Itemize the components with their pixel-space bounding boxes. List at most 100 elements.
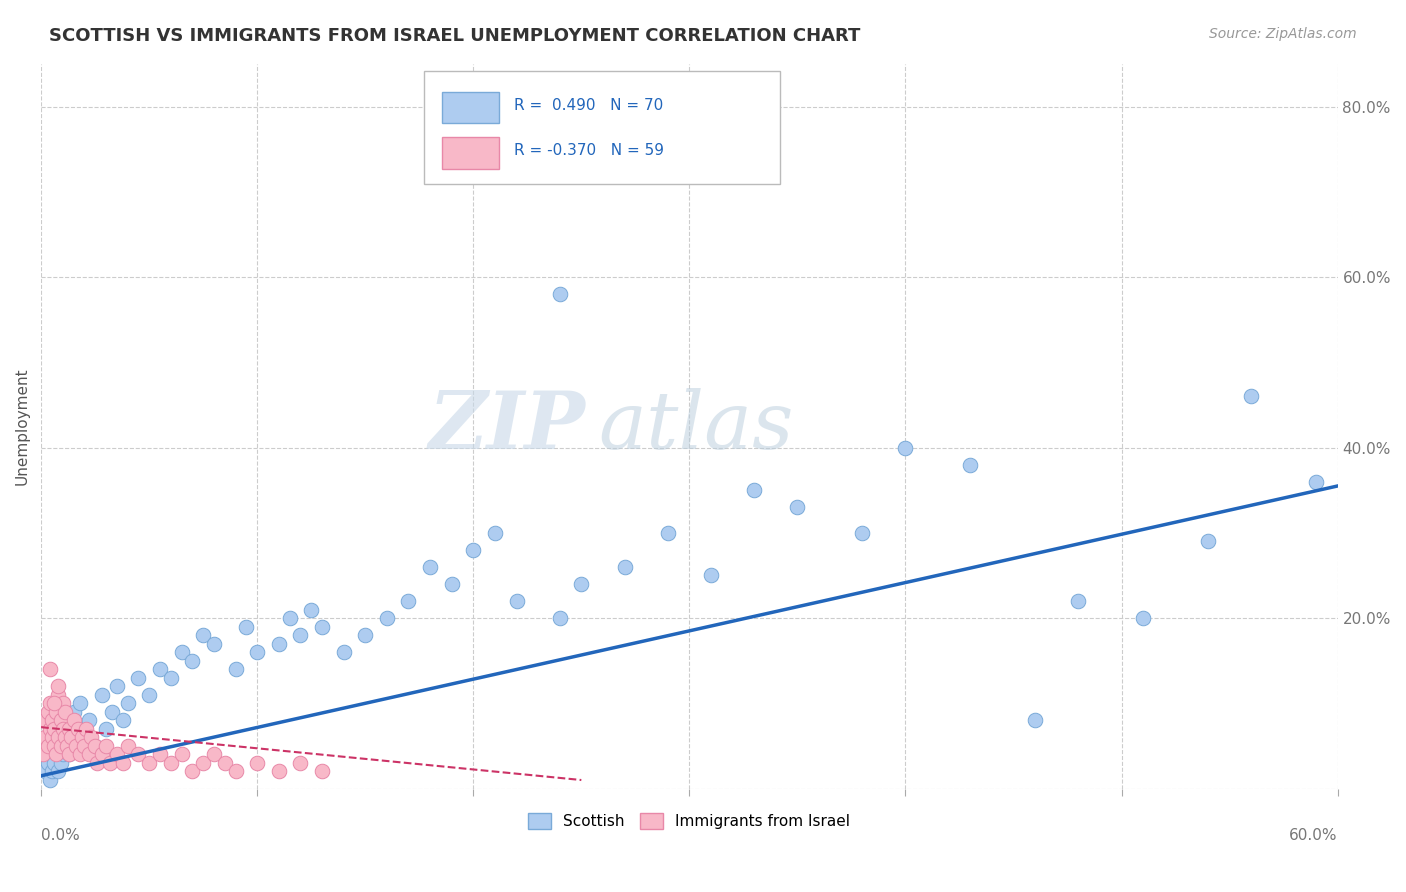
FancyBboxPatch shape [423,71,780,184]
Point [505,594,527,608]
Point [70,731,93,745]
Point [112,756,135,770]
Point [105,679,128,693]
Point [38,772,60,787]
Point [354,628,377,642]
Point [34,731,56,745]
Point [742,483,765,498]
Point [101,705,124,719]
Point [37,739,59,753]
Point [311,764,333,779]
Point [65,739,87,753]
Point [159,671,181,685]
Point [657,525,679,540]
Point [1240,389,1263,403]
Point [45,739,67,753]
Point [375,611,398,625]
Point [58,747,80,762]
Point [94,722,117,736]
Point [48,731,70,745]
Point [38,722,60,736]
Point [440,577,463,591]
Point [52,747,75,762]
Point [53,731,76,745]
Point [48,679,70,693]
Point [41,747,63,762]
Point [66,722,89,736]
Point [398,594,420,608]
Point [42,722,65,736]
Point [246,756,269,770]
Point [332,645,354,659]
Point [170,747,193,762]
Point [105,747,128,762]
Legend: Scottish, Immigrants from Israel: Scottish, Immigrants from Israel [522,807,856,835]
Point [38,662,60,676]
Point [84,739,107,753]
Point [38,696,60,710]
Point [41,764,63,779]
Point [214,756,236,770]
Point [49,714,72,728]
Point [52,722,75,736]
Point [959,458,981,472]
Point [225,764,247,779]
Point [69,747,91,762]
Point [66,722,89,736]
Point [112,714,135,728]
Point [149,662,172,676]
Text: 60.0%: 60.0% [1289,829,1337,844]
Point [77,714,100,728]
Point [69,696,91,710]
Point [299,602,322,616]
Point [45,705,67,719]
Point [419,560,441,574]
Point [613,560,636,574]
Text: atlas: atlas [599,387,794,465]
Point [1024,714,1046,728]
Point [463,542,485,557]
Point [127,671,149,685]
Point [1132,611,1154,625]
Point [278,611,301,625]
Text: 0.0%: 0.0% [41,829,80,844]
Point [1305,475,1327,489]
Point [62,705,84,719]
Point [235,619,257,633]
Point [1067,594,1090,608]
Point [267,637,290,651]
Point [34,714,56,728]
Point [53,705,76,719]
Point [32,747,55,762]
FancyBboxPatch shape [441,92,499,123]
Point [76,722,98,736]
Point [73,739,96,753]
Point [484,525,506,540]
Point [86,756,108,770]
Point [58,747,80,762]
Point [138,756,160,770]
Point [84,739,107,753]
Point [77,747,100,762]
Point [62,714,84,728]
Point [52,722,75,736]
Point [58,722,80,736]
Point [548,287,571,301]
Point [181,764,204,779]
Point [193,628,215,642]
FancyBboxPatch shape [441,137,499,169]
Text: Source: ZipAtlas.com: Source: ZipAtlas.com [1209,27,1357,41]
Text: SCOTTISH VS IMMIGRANTS FROM ISRAEL UNEMPLOYMENT CORRELATION CHART: SCOTTISH VS IMMIGRANTS FROM ISRAEL UNEMP… [49,27,860,45]
Point [56,739,79,753]
Point [42,739,65,753]
Text: R =  0.490   N = 70: R = 0.490 N = 70 [515,98,664,113]
Point [202,637,225,651]
Point [159,756,181,770]
Point [73,731,96,745]
Point [34,764,56,779]
Point [202,747,225,762]
Point [48,688,70,702]
Point [246,645,269,659]
Point [98,756,121,770]
Point [170,645,193,659]
